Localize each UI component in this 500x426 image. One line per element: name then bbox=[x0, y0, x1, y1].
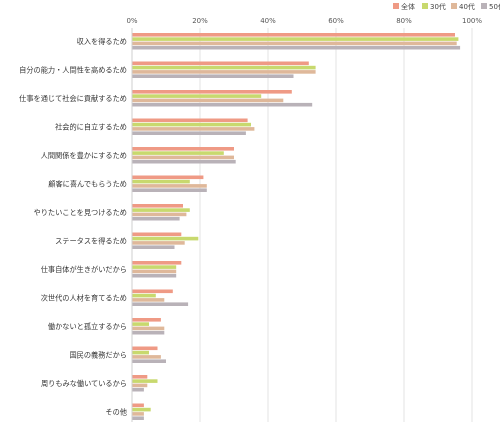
legend-label: 30代 bbox=[430, 2, 446, 11]
bar bbox=[132, 188, 207, 192]
gridlines bbox=[131, 28, 473, 422]
bar bbox=[132, 41, 457, 46]
bar bbox=[132, 265, 177, 269]
x-tick-label: 0% bbox=[126, 17, 137, 25]
bar bbox=[132, 330, 165, 335]
x-tick-label: 60% bbox=[328, 17, 344, 25]
bar bbox=[132, 322, 149, 326]
legend-swatch bbox=[451, 3, 457, 9]
legend: 全体 30代 40代 50代 bbox=[393, 2, 500, 11]
bar bbox=[132, 118, 248, 123]
bar bbox=[132, 359, 166, 363]
bar bbox=[132, 379, 158, 383]
bar bbox=[132, 403, 144, 408]
bar bbox=[132, 45, 461, 50]
bar bbox=[132, 204, 183, 208]
category-label: 働かないと孤立するから bbox=[48, 322, 127, 331]
bar bbox=[132, 236, 199, 241]
bar bbox=[132, 179, 190, 184]
legend-swatch bbox=[422, 3, 428, 9]
bar bbox=[132, 74, 294, 78]
legend-label: 50代 bbox=[489, 2, 500, 11]
category-labels: 収入を得るため自分の能力・人間性を高めるため仕事を通じて社会に貢献するため社会的… bbox=[19, 37, 127, 417]
category-label: その他 bbox=[105, 408, 127, 417]
bar bbox=[132, 70, 316, 74]
category-label: 仕事を通じて社会に貢献するため bbox=[19, 94, 127, 103]
bar bbox=[132, 261, 182, 265]
bar bbox=[132, 147, 234, 151]
bar bbox=[132, 298, 165, 302]
bar bbox=[132, 151, 224, 155]
x-tick-label: 100% bbox=[462, 17, 482, 25]
bar bbox=[132, 94, 262, 98]
bar bbox=[132, 269, 177, 274]
bar bbox=[132, 383, 148, 388]
bar bbox=[132, 387, 144, 392]
category-label: 国民の義務だから bbox=[69, 351, 127, 360]
bar bbox=[132, 318, 161, 322]
bars bbox=[132, 33, 461, 420]
bar bbox=[132, 216, 180, 221]
bar bbox=[132, 90, 292, 94]
category-label: やりたいことを見つけるため bbox=[34, 208, 127, 217]
bar bbox=[132, 273, 177, 278]
bar bbox=[132, 241, 185, 245]
bar bbox=[132, 208, 190, 212]
x-tick-label: 20% bbox=[192, 17, 208, 25]
bar bbox=[132, 98, 284, 103]
x-tick-label: 40% bbox=[260, 17, 276, 25]
legend-label: 全体 bbox=[401, 2, 415, 11]
x-axis-ticks: 0% 20% 40% 60% 80% 100% bbox=[126, 17, 482, 25]
bar bbox=[132, 350, 149, 355]
bar bbox=[132, 407, 151, 412]
bar bbox=[132, 61, 309, 66]
bar bbox=[132, 33, 455, 37]
legend-label: 40代 bbox=[459, 2, 475, 11]
bar bbox=[132, 37, 459, 41]
bar bbox=[132, 302, 189, 306]
bar bbox=[132, 65, 316, 70]
bar bbox=[132, 212, 187, 217]
legend-swatch bbox=[481, 3, 487, 9]
bar bbox=[132, 122, 251, 127]
legend-swatch bbox=[393, 3, 399, 9]
category-label: 社会的に自立するため bbox=[55, 123, 127, 132]
category-label: 仕事自体が生きがいだから bbox=[41, 265, 127, 274]
bar bbox=[132, 155, 234, 160]
bar bbox=[132, 293, 156, 298]
category-label: ステータスを得るため bbox=[55, 237, 127, 246]
bar bbox=[132, 102, 313, 107]
category-label: 次世代の人材を育てるため bbox=[41, 294, 127, 303]
bar bbox=[132, 289, 173, 294]
bar bbox=[132, 375, 148, 379]
category-label: 顧客に喜んでもらうため bbox=[48, 180, 127, 189]
bar bbox=[132, 184, 207, 188]
bar bbox=[132, 175, 204, 180]
x-tick-label: 80% bbox=[396, 17, 412, 25]
category-label: 人間関係を豊かにするため bbox=[41, 151, 127, 160]
bar bbox=[132, 127, 255, 131]
category-label: 周りもみな働いているから bbox=[41, 379, 127, 388]
bar bbox=[132, 355, 161, 359]
category-label: 自分の能力・人間性を高めるため bbox=[19, 66, 127, 75]
bar bbox=[132, 416, 144, 420]
bar bbox=[132, 232, 182, 237]
bar bbox=[132, 131, 246, 135]
bar bbox=[132, 326, 165, 331]
bar bbox=[132, 412, 144, 416]
category-label: 収入を得るため bbox=[77, 37, 127, 46]
bar bbox=[132, 245, 175, 249]
bar bbox=[132, 159, 236, 164]
bar bbox=[132, 346, 158, 351]
